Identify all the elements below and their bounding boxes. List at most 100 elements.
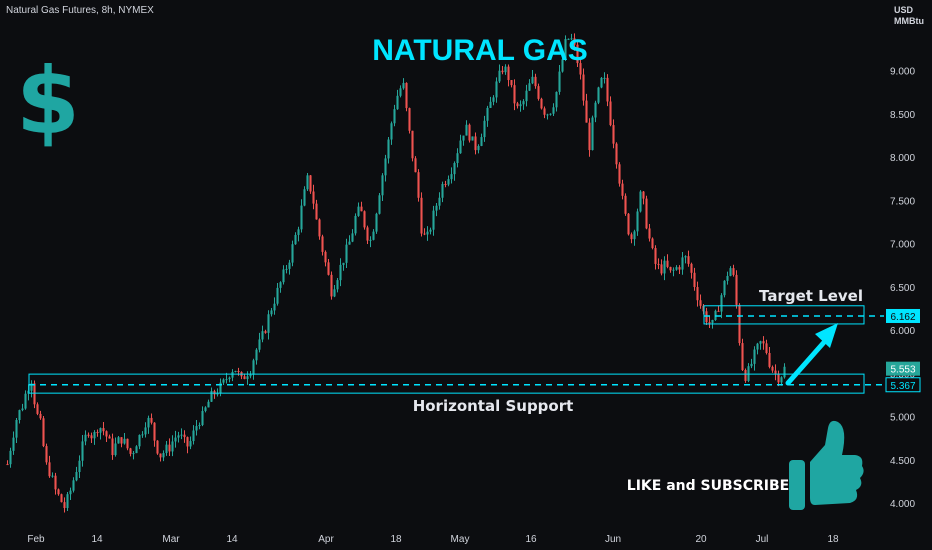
candle-body bbox=[60, 494, 63, 503]
candle-body bbox=[189, 441, 192, 447]
price-marker-label: 5.553 bbox=[890, 365, 915, 376]
candle-body bbox=[585, 100, 588, 123]
candle-body bbox=[246, 376, 249, 380]
candle-body bbox=[729, 268, 732, 276]
support-zone bbox=[28, 373, 865, 394]
candle-body bbox=[267, 314, 270, 333]
candle-body bbox=[756, 343, 759, 350]
price-marker-box bbox=[886, 361, 920, 376]
candle-body bbox=[54, 475, 57, 490]
candle-body bbox=[741, 343, 744, 371]
target-zone bbox=[703, 305, 865, 325]
candle-body bbox=[87, 434, 90, 436]
candle-body bbox=[183, 434, 186, 438]
candle-body bbox=[285, 268, 288, 270]
y-tick-label: 9.000 bbox=[890, 67, 915, 78]
candle-body bbox=[6, 464, 9, 466]
candle-body bbox=[660, 264, 663, 274]
candle-body bbox=[375, 213, 378, 232]
candle-body bbox=[135, 446, 138, 454]
candle-body bbox=[165, 444, 168, 454]
candle-body bbox=[528, 83, 531, 91]
candle-body bbox=[561, 59, 564, 72]
candle-body bbox=[261, 331, 264, 340]
candle-body bbox=[15, 420, 18, 438]
candle-body bbox=[426, 231, 429, 235]
dollar-icon: $ bbox=[16, 48, 80, 155]
candle-body bbox=[276, 287, 279, 304]
candle-body bbox=[627, 213, 630, 235]
candle-body bbox=[180, 434, 183, 436]
candle-body bbox=[282, 269, 285, 283]
candle-body bbox=[138, 434, 141, 447]
candle-body bbox=[93, 431, 96, 439]
candle-body bbox=[273, 303, 276, 311]
candle-body bbox=[693, 272, 696, 288]
candle-body bbox=[429, 229, 432, 232]
candle-body bbox=[300, 205, 303, 230]
candle-body bbox=[435, 205, 438, 211]
candle-body bbox=[126, 438, 129, 449]
candle-body bbox=[630, 234, 633, 240]
candle-body bbox=[159, 453, 162, 458]
price-markers: 6.162 5.553 5.367 bbox=[885, 308, 921, 393]
candle-body bbox=[459, 140, 462, 154]
x-tick-label: 14 bbox=[91, 534, 103, 545]
candle-body bbox=[366, 227, 369, 241]
candle-body bbox=[642, 191, 645, 199]
candle-body bbox=[615, 143, 618, 165]
candle-body bbox=[279, 282, 282, 288]
candle-body bbox=[150, 417, 153, 423]
candle-body bbox=[696, 287, 699, 301]
candle-body bbox=[417, 172, 420, 198]
candle-body bbox=[69, 490, 72, 495]
candle-body bbox=[582, 74, 585, 101]
candle-body bbox=[420, 197, 423, 234]
candle-body bbox=[432, 210, 435, 230]
candle-body bbox=[174, 437, 177, 442]
candle-body bbox=[204, 407, 207, 411]
candle-body bbox=[618, 164, 621, 184]
candle-body bbox=[327, 262, 330, 275]
candle-body bbox=[525, 90, 528, 102]
candle-body bbox=[318, 219, 321, 237]
candle-body bbox=[765, 343, 768, 353]
thumbs-up-icon bbox=[789, 420, 864, 510]
candle-body bbox=[408, 108, 411, 131]
candles-layer bbox=[6, 33, 786, 513]
candle-body bbox=[654, 248, 657, 264]
candle-body bbox=[576, 44, 579, 64]
candle-body bbox=[726, 275, 729, 281]
candle-body bbox=[102, 428, 105, 432]
candle-body bbox=[645, 198, 648, 229]
candle-body bbox=[81, 441, 84, 461]
candle-body bbox=[156, 440, 159, 454]
candle-body bbox=[291, 244, 294, 263]
candle-body bbox=[216, 393, 219, 395]
candle-body bbox=[294, 234, 297, 245]
candle-body bbox=[681, 257, 684, 270]
candle-body bbox=[444, 183, 447, 185]
candle-body bbox=[552, 107, 555, 114]
x-tick-label: 16 bbox=[525, 534, 537, 545]
candle-body bbox=[378, 195, 381, 214]
candle-body bbox=[381, 175, 384, 196]
candle-body bbox=[522, 101, 525, 105]
candle-body bbox=[750, 363, 753, 367]
candle-body bbox=[672, 269, 675, 271]
y-tick-label: 8.500 bbox=[890, 110, 915, 121]
candle-body bbox=[711, 319, 714, 323]
x-tick-label: Apr bbox=[318, 534, 334, 545]
candle-body bbox=[96, 431, 99, 433]
candle-body bbox=[288, 262, 291, 269]
candle-body bbox=[363, 211, 366, 228]
candle-body bbox=[21, 408, 24, 411]
x-tick-label: Mar bbox=[162, 534, 180, 545]
candle-body bbox=[606, 77, 609, 102]
candle-body bbox=[237, 370, 240, 372]
candle-body bbox=[717, 310, 720, 312]
candle-body bbox=[297, 229, 300, 235]
candle-body bbox=[564, 39, 567, 60]
candle-body bbox=[201, 410, 204, 426]
